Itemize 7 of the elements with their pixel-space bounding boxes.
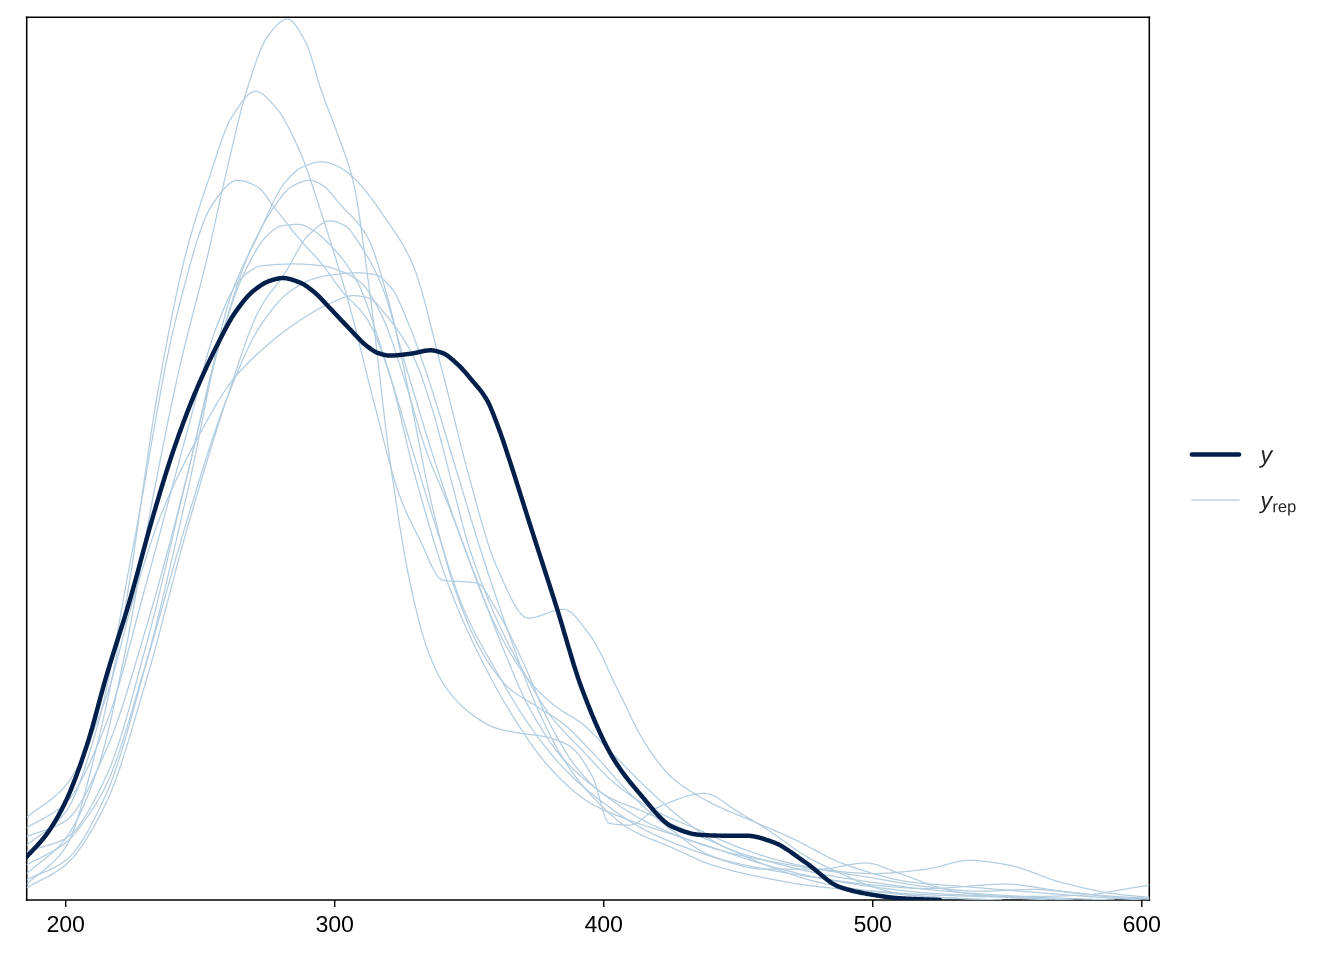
x-tick-label: 500: [854, 915, 891, 933]
x-tick-label: 300: [316, 915, 353, 933]
x-tick-label: 600: [1123, 915, 1160, 933]
x-tick-label: 400: [585, 915, 622, 933]
legend-label: y$_{rep}$: [1259, 495, 1296, 516]
x-tick-label: 200: [47, 915, 84, 933]
legend-label: y: [1259, 450, 1274, 468]
